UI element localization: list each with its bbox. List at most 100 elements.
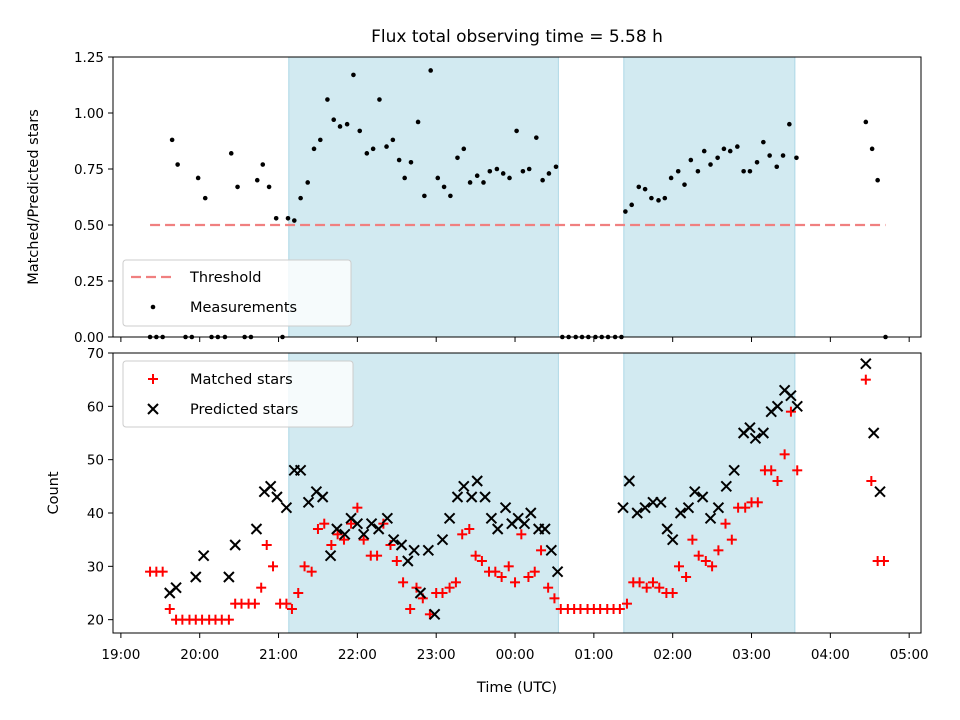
- matched-point-62: [549, 593, 560, 604]
- matched-point-3: [164, 604, 175, 614]
- matched-point-89: [726, 534, 737, 545]
- matched-point-12: [223, 614, 234, 625]
- predicted-point-2: [190, 571, 202, 583]
- measurement-point-87: [715, 155, 720, 161]
- matched-point-28: [326, 540, 337, 550]
- matched-point-57: [516, 529, 527, 540]
- matched-point-26: [312, 524, 323, 534]
- measurement-point-48: [461, 146, 467, 152]
- top-ytick-label-1: 0.25: [74, 274, 104, 290]
- predicted-point-12: [294, 464, 307, 477]
- predicted-point-37: [471, 475, 483, 487]
- matched-point-97: [779, 449, 790, 460]
- measurement-point-7: [195, 175, 201, 181]
- measurement-point-62: [553, 164, 559, 170]
- predicted-point-38: [479, 491, 491, 503]
- xtick-label-7: 02:00: [653, 647, 692, 663]
- xtick-label-5: 00:00: [496, 647, 535, 663]
- predicted-point-63: [712, 501, 725, 514]
- measurement-point-99: [794, 155, 799, 161]
- measurement-point-35: [377, 97, 382, 102]
- measurement-point-55: [507, 175, 512, 181]
- xtick-label-9: 04:00: [811, 647, 850, 663]
- measurement-point-93: [754, 159, 760, 165]
- predicted-point-59: [682, 501, 695, 514]
- bottom-ytick-label-5: 70: [87, 346, 104, 362]
- predicted-point-69: [757, 427, 770, 439]
- xtick-label-0: 19:00: [101, 647, 140, 663]
- predicted-point-64: [720, 480, 732, 493]
- matched-point-78: [654, 582, 665, 593]
- legend-predicted-sample: [147, 403, 159, 415]
- legend-x-marker: [147, 403, 159, 415]
- matched-point-77: [647, 577, 658, 588]
- measurement-point-52: [487, 168, 493, 174]
- measurement-point-19: [273, 215, 279, 221]
- predicted-point-57: [666, 533, 679, 546]
- legend-matched-label: Matched stars: [190, 372, 293, 388]
- measurement-point-81: [675, 168, 681, 174]
- measurement-point-85: [701, 148, 707, 154]
- predicted-point-55: [655, 496, 667, 509]
- measurement-point-51: [481, 180, 486, 185]
- measurement-point-4: [175, 162, 180, 167]
- predicted-point-39: [485, 512, 498, 525]
- top-legend: Threshold Measurements: [122, 259, 352, 327]
- predicted-point-47: [539, 523, 551, 535]
- predicted-point-16: [324, 549, 337, 562]
- top-ytick-label-5: 1.25: [74, 50, 104, 66]
- measurement-point-12: [228, 151, 234, 156]
- matched-point-75: [634, 577, 645, 588]
- matched-point-32: [352, 502, 363, 513]
- matched-point-19: [268, 561, 279, 572]
- measurement-point-57: [520, 168, 526, 174]
- measurement-point-40: [408, 159, 414, 165]
- legend-threshold-label: Threshold: [189, 270, 261, 286]
- predicted-point-56: [661, 523, 673, 535]
- matched-point-98: [785, 406, 796, 417]
- predicted-point-41: [499, 501, 512, 514]
- predicted-point-65: [728, 464, 740, 477]
- top-shaded-regions: [288, 56, 796, 338]
- matched-point-54: [496, 572, 507, 582]
- xtick-label-8: 03:00: [732, 647, 771, 663]
- legend-measurements-sample: [150, 304, 156, 310]
- predicted-point-30: [422, 544, 435, 557]
- top-axes-frame: [112, 56, 922, 338]
- measurement-point-22: [292, 218, 297, 223]
- predicted-point-10: [280, 501, 293, 514]
- xtick-label-1: 20:00: [180, 647, 219, 663]
- matched-point-48: [457, 529, 468, 540]
- predicted-point-34: [451, 491, 464, 503]
- measurement-point-46: [448, 193, 453, 199]
- measurement-point-90: [735, 144, 740, 149]
- measurement-point-53: [494, 166, 500, 172]
- measurement-point-24: [305, 180, 311, 185]
- legend-plus-marker: [148, 374, 158, 384]
- measurement-point-21: [285, 215, 291, 221]
- matched-point-50: [470, 550, 481, 561]
- predicted-point-73: [785, 389, 797, 402]
- predicted-point-27: [402, 555, 414, 567]
- matched-point-100: [860, 374, 871, 385]
- top-ytick-label-4: 1.00: [74, 106, 104, 122]
- top-ytick-label-2: 0.50: [74, 218, 104, 234]
- measurement-point-34: [370, 146, 376, 152]
- matched-point-91: [740, 502, 751, 513]
- predicted-point-1: [170, 581, 182, 594]
- measurement-point-42: [422, 193, 427, 199]
- measurement-point-75: [636, 184, 642, 190]
- measurement-point-100: [863, 119, 869, 125]
- measurement-point-37: [390, 137, 396, 143]
- measurement-point-8: [202, 195, 208, 201]
- matched-point-85: [700, 556, 711, 566]
- predicted-point-76: [867, 427, 880, 439]
- measurement-point-27: [325, 97, 330, 102]
- bot-shades-region-1: [623, 352, 796, 634]
- measurement-point-25: [311, 146, 317, 152]
- matched-point-72: [614, 604, 625, 614]
- predicted-point-23: [372, 523, 385, 535]
- matched-point-27: [319, 518, 330, 529]
- predicted-point-44: [518, 517, 531, 530]
